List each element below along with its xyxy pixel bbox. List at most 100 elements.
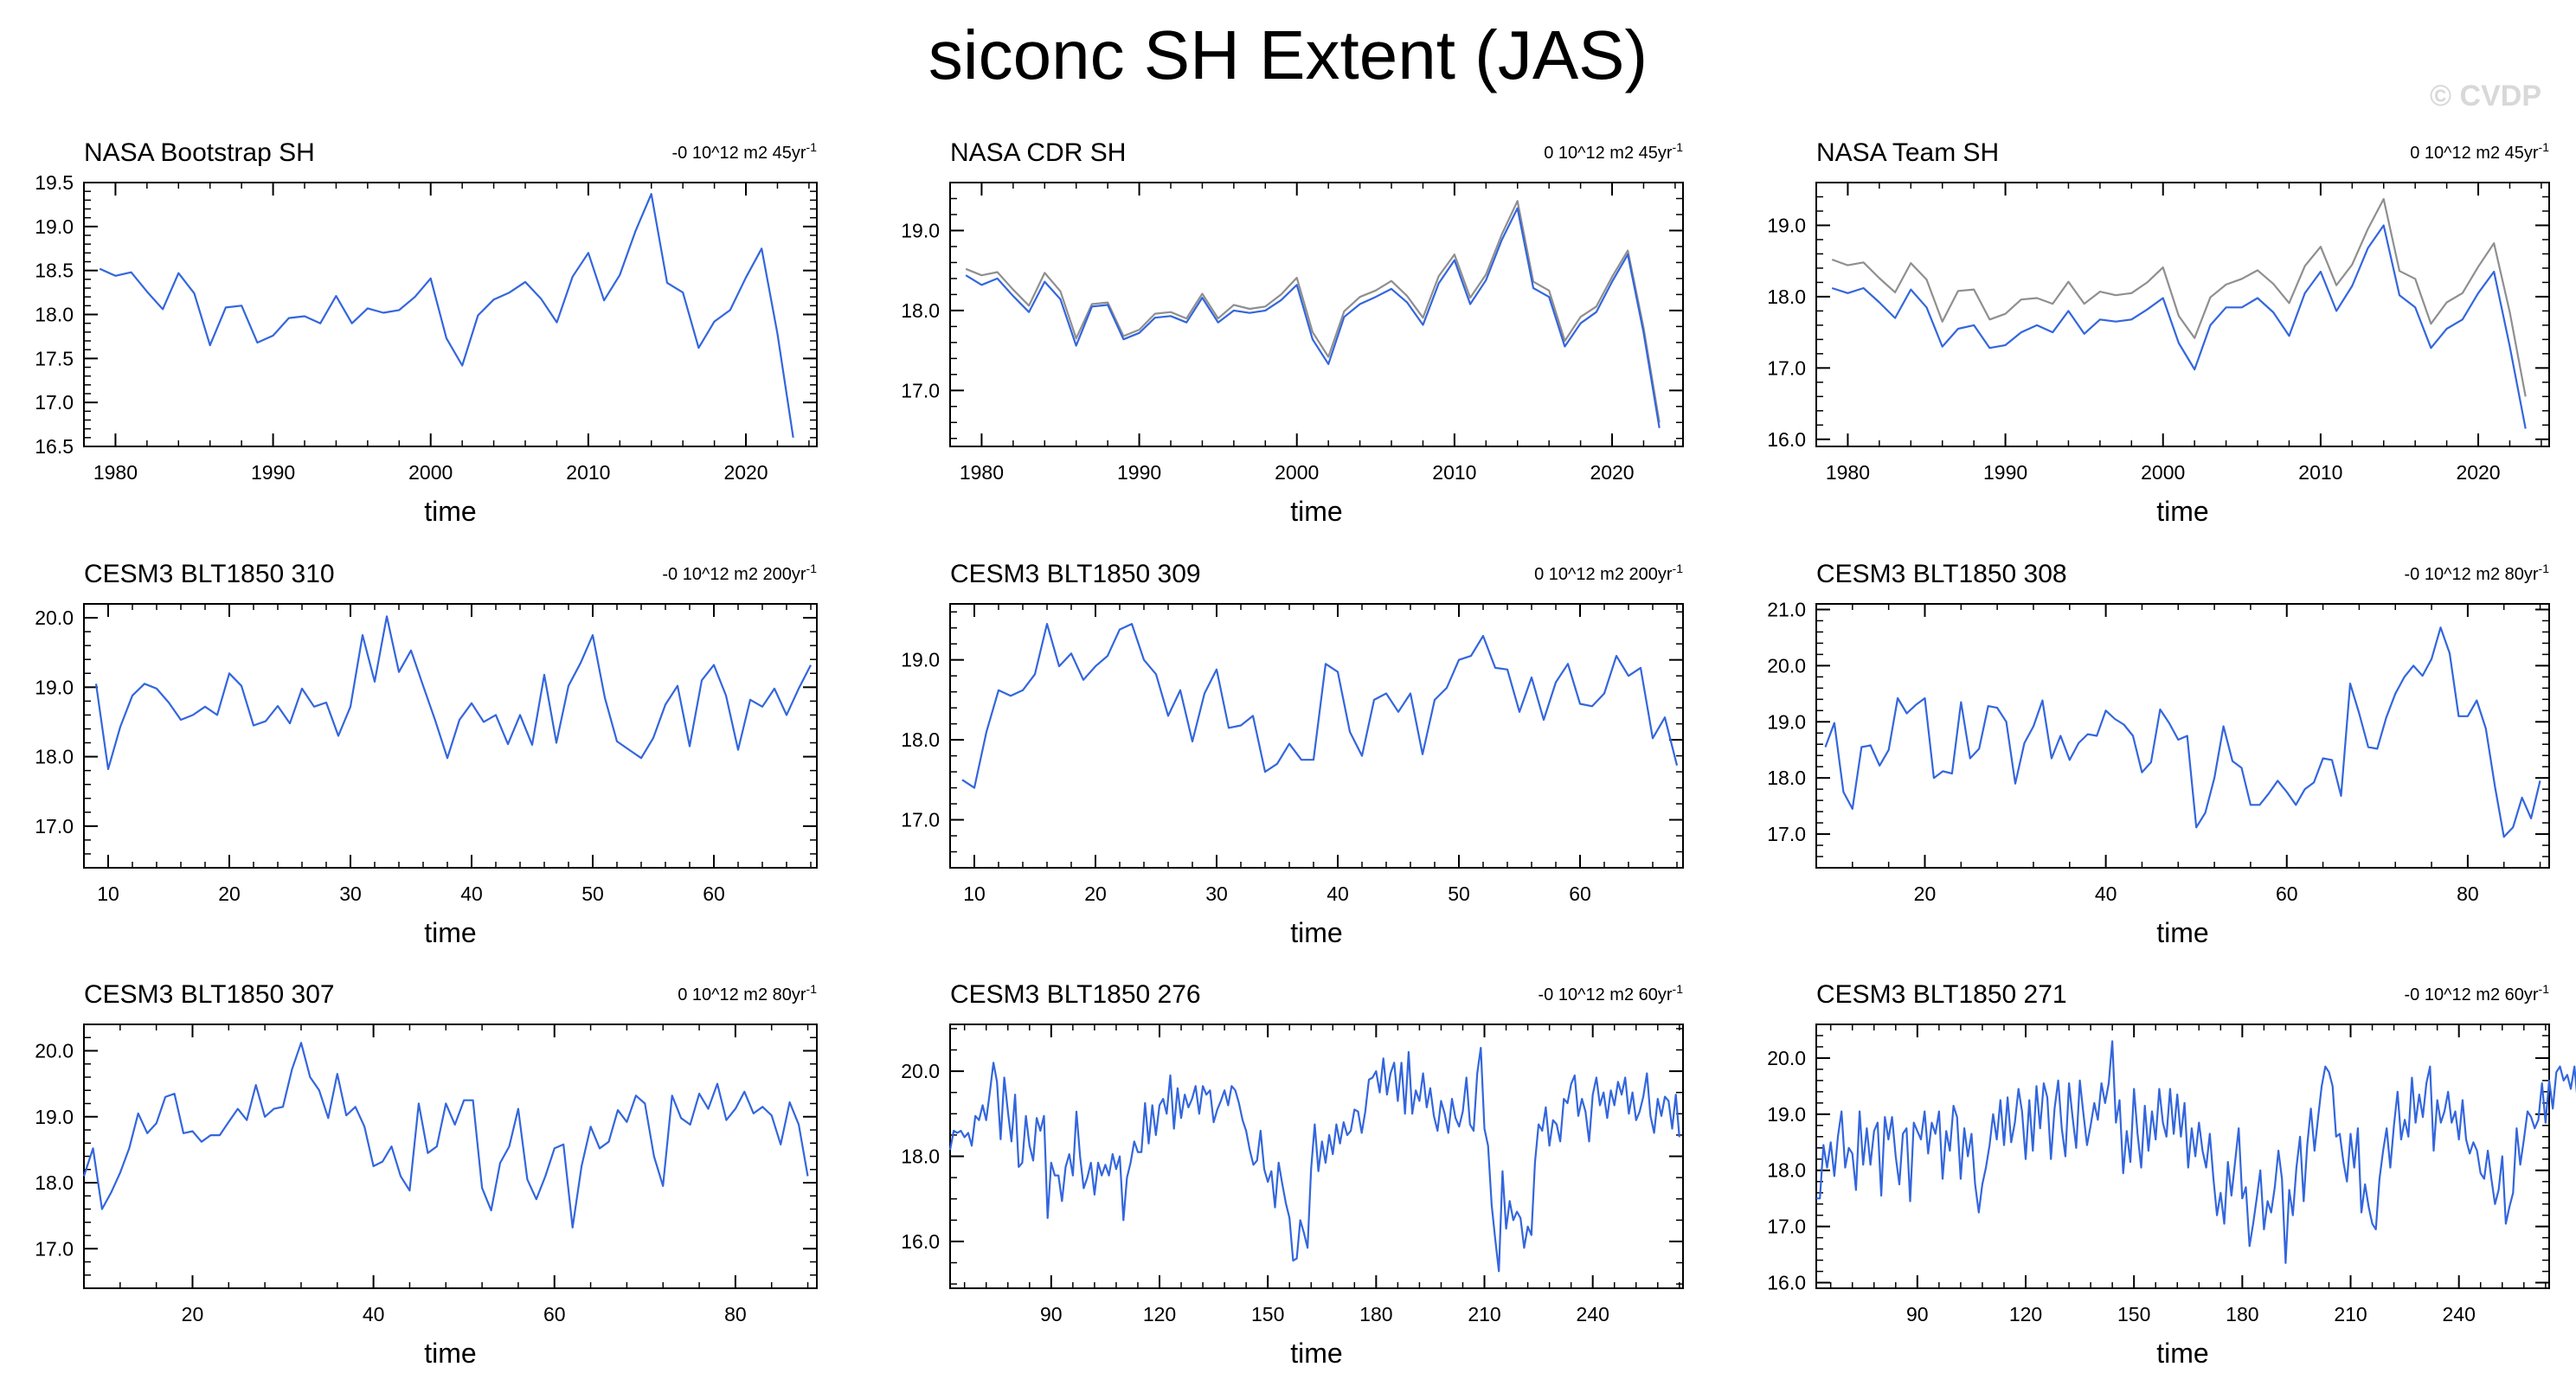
panel-7: CESM3 BLT1850 307 0 10^12 m2 80yr-1 17.0 18…: [35, 980, 818, 1369]
x-tick-label: 50: [1448, 882, 1470, 905]
x-tick-label: 120: [1143, 1303, 1176, 1325]
y-tick-label: 17.0: [35, 815, 74, 837]
y-tick-label: 18.0: [35, 1171, 74, 1194]
x-tick-label: 10: [963, 882, 986, 905]
y-tick-label: 17.5: [35, 347, 74, 369]
x-tick-label: 20: [218, 882, 241, 905]
y-tick-label: 18.0: [1767, 767, 1806, 789]
model-series-line: [82, 1042, 809, 1229]
x-tick-label: 20: [1084, 882, 1107, 905]
x-tick-label: 2000: [2141, 461, 2185, 484]
panel-1: NASA Bootstrap SH -0 10^12 m2 45yr-1 16.5 1…: [35, 138, 818, 527]
trend-label: -0 10^12 m2 45yr-1: [672, 140, 818, 163]
x-tick-label: 60: [2276, 882, 2298, 905]
x-tick-label: 40: [363, 1303, 385, 1325]
trend-label: 0 10^12 m2 45yr-1: [1544, 140, 1683, 163]
x-axis-label: time: [424, 496, 476, 527]
panel-title: CESM3 BLT1850 276: [950, 980, 1201, 1009]
y-tick-label: 17.0: [1767, 1216, 1806, 1238]
x-tick-label: 150: [2117, 1303, 2150, 1325]
panel-4: CESM3 BLT1850 310 -0 10^12 m2 200yr-1 17.0…: [35, 560, 818, 948]
trend-label: 0 10^12 m2 200yr-1: [1534, 562, 1683, 584]
y-tick-label: 18.0: [901, 299, 940, 322]
x-tick-label: 60: [543, 1303, 566, 1325]
x-tick-label: 120: [2009, 1303, 2042, 1325]
x-tick-label: 80: [724, 1303, 747, 1325]
panel-title: CESM3 BLT1850 271: [1816, 980, 2067, 1009]
panel-title: NASA Team SH: [1816, 138, 1999, 167]
y-tick-label: 19.0: [1767, 214, 1806, 236]
trend-label: 0 10^12 m2 80yr-1: [678, 982, 817, 1004]
obs-series-line: [1831, 197, 2527, 397]
x-tick-label: 210: [1468, 1303, 1500, 1325]
panel-2: NASA CDR SH 0 10^12 m2 45yr-1 17.0 18.0 19.0…: [901, 138, 1684, 527]
plot-frame: [1815, 182, 2550, 447]
x-tick-label: 150: [1251, 1303, 1284, 1325]
x-tick-label: 40: [1327, 882, 1349, 905]
y-tick-label: 17.0: [35, 391, 74, 414]
x-tick-label: 20: [182, 1303, 204, 1325]
y-tick-label: 19.0: [901, 649, 940, 671]
model-series-line: [1831, 224, 2527, 429]
y-tick-label: 18.0: [35, 746, 74, 768]
x-tick-label: 2000: [1275, 461, 1319, 484]
x-tick-label: 2020: [2456, 461, 2500, 484]
y-tick-label: 17.0: [1767, 356, 1806, 379]
y-tick-label: 19.0: [35, 676, 74, 698]
y-tick-label: 19.0: [1767, 1103, 1806, 1126]
y-tick-label: 18.5: [35, 260, 74, 282]
panel-title: NASA CDR SH: [950, 138, 1126, 167]
plot-frame: [83, 603, 818, 869]
trend-label: -0 10^12 m2 60yr-1: [2405, 982, 2550, 1004]
y-tick-label: 19.0: [35, 215, 74, 238]
x-tick-label: 80: [2457, 882, 2479, 905]
x-axis-label: time: [1290, 496, 1342, 527]
panel-title: CESM3 BLT1850 309: [950, 560, 1201, 588]
y-tick-label: 18.0: [1767, 1159, 1806, 1182]
panel-3: NASA Team SH 0 10^12 m2 45yr-1 16.0 17.0 18.…: [1767, 138, 2550, 527]
x-tick-label: 30: [339, 882, 362, 905]
y-tick-label: 19.5: [35, 171, 74, 194]
model-series-line: [948, 1046, 1680, 1273]
model-series-line: [94, 615, 812, 771]
x-tick-label: 90: [1906, 1303, 1929, 1325]
panel-6: CESM3 BLT1850 308 -0 10^12 m2 80yr-1 17.0 1…: [1767, 560, 2550, 948]
y-tick-label: 16.5: [35, 435, 74, 458]
x-tick-label: 240: [2443, 1303, 2476, 1325]
x-axis-label: time: [424, 917, 476, 948]
y-tick-label: 16.0: [1767, 1272, 1806, 1294]
plot-frame: [949, 182, 1684, 447]
x-tick-label: 2010: [1432, 461, 1476, 484]
plot-frame: [83, 182, 818, 447]
y-tick-label: 18.0: [35, 304, 74, 326]
y-tick-label: 18.0: [901, 1146, 940, 1168]
y-tick-label: 17.0: [901, 809, 940, 831]
y-tick-label: 20.0: [1767, 1047, 1806, 1069]
plot-frame: [83, 1024, 818, 1289]
panel-title: CESM3 BLT1850 307: [84, 980, 335, 1009]
x-tick-label: 1990: [1117, 461, 1161, 484]
x-tick-label: 60: [703, 882, 725, 905]
x-axis-label: time: [2156, 917, 2208, 948]
x-tick-label: 20: [1914, 882, 1937, 905]
panel-title: CESM3 BLT1850 308: [1816, 560, 2067, 588]
y-tick-label: 19.0: [901, 219, 940, 241]
y-tick-label: 20.0: [1767, 654, 1806, 677]
plot-frame: [1815, 603, 2550, 869]
y-tick-label: 19.0: [1767, 710, 1806, 733]
y-tick-label: 20.0: [901, 1060, 940, 1082]
y-tick-label: 21.0: [1767, 598, 1806, 620]
model-series-line: [1824, 626, 2541, 838]
x-axis-label: time: [1290, 1338, 1342, 1369]
y-tick-label: 16.0: [1767, 428, 1806, 451]
x-tick-label: 1980: [93, 461, 138, 484]
x-tick-label: 2010: [566, 461, 610, 484]
model-series-line: [1816, 1040, 2576, 1264]
obs-series-line: [965, 200, 1661, 423]
x-tick-label: 90: [1040, 1303, 1063, 1325]
plot-frame: [949, 603, 1684, 869]
y-tick-label: 17.0: [1767, 823, 1806, 845]
y-tick-label: 17.0: [35, 1237, 74, 1260]
x-tick-label: 1990: [1983, 461, 2027, 484]
